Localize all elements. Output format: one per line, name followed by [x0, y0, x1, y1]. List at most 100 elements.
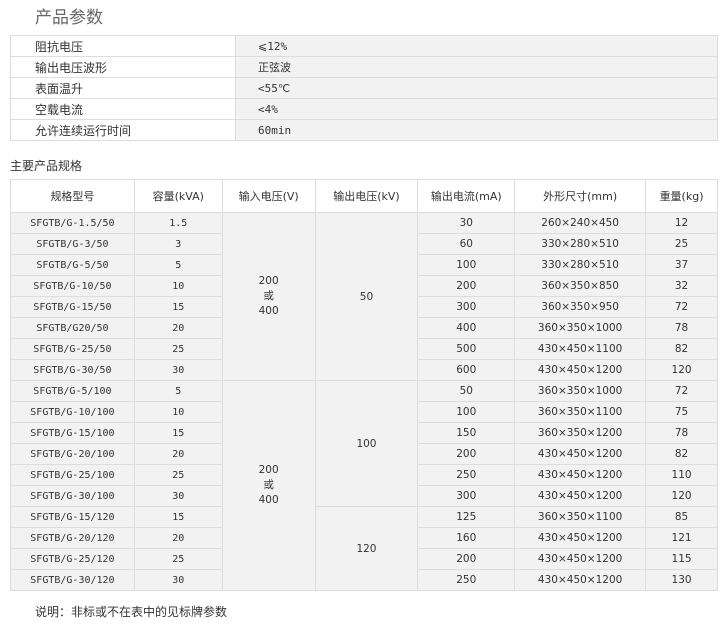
- output-voltage-cell: 50: [314, 212, 419, 381]
- output-current-cell: 200: [417, 275, 516, 297]
- weight-cell: 130: [645, 569, 718, 591]
- output-current-cell: 50: [417, 380, 516, 402]
- param-row: 输出电压波形 正弦波: [10, 56, 718, 78]
- model-cell: SFGTB/G-20/100: [10, 443, 135, 465]
- param-name: 阻抗电压: [10, 35, 236, 57]
- output-current-cell: 60: [417, 233, 516, 255]
- model-cell: SFGTB/G-5/50: [10, 254, 135, 276]
- capacity-cell: 15: [133, 422, 223, 444]
- capacity-cell: 1.5: [133, 212, 223, 234]
- weight-cell: 32: [645, 275, 718, 297]
- output-current-cell: 100: [417, 401, 516, 423]
- dimensions-cell: 330×280×510: [514, 254, 647, 276]
- dimensions-cell: 260×240×450: [514, 212, 647, 234]
- table-row: SFGTB/G-1.5/50 1.5 200 或 400 50 30 260×240×45…: [10, 212, 718, 381]
- table-row: SFGTB/G-5/100 5 200 或 400 100 50 360×350×1000…: [10, 380, 718, 591]
- output-current-cell: 125: [417, 506, 516, 528]
- weight-cell: 82: [645, 338, 718, 360]
- output-current-cell: 200: [417, 548, 516, 570]
- column-header: 输出电压(kV): [314, 179, 419, 213]
- column-header: 容量(kVA): [133, 179, 223, 213]
- capacity-cell: 5: [133, 254, 223, 276]
- param-name: 表面温升: [10, 77, 236, 99]
- dimensions-cell: 360×350×1000: [514, 317, 647, 339]
- dimensions-cell: 360×350×1200: [514, 422, 647, 444]
- model-cell: SFGTB/G-30/100: [10, 485, 135, 507]
- model-cell: SFGTB/G-10/100: [10, 401, 135, 423]
- output-current-cell: 200: [417, 443, 516, 465]
- dimensions-cell: 430×450×1200: [514, 569, 647, 591]
- model-cell: SFGTB/G-20/120: [10, 527, 135, 549]
- model-cell: SFGTB/G-25/50: [10, 338, 135, 360]
- table-row: SFGTB/G-15/50 15 300 360×350×950 72: [10, 296, 718, 318]
- param-row: 空载电流 <4%: [10, 98, 718, 120]
- dimensions-cell: 360×350×950: [514, 296, 647, 318]
- capacity-cell: 15: [133, 506, 223, 528]
- column-header: 输出电流(mA): [417, 179, 516, 213]
- table-row: SFGTB/G-15/100 15 150 360×350×1200 78: [10, 422, 718, 444]
- capacity-cell: 5: [133, 380, 223, 402]
- output-current-cell: 300: [417, 485, 516, 507]
- weight-cell: 120: [645, 485, 718, 507]
- param-row: 阻抗电压 ⩽12%: [10, 35, 718, 57]
- capacity-cell: 30: [133, 569, 223, 591]
- weight-cell: 115: [645, 548, 718, 570]
- dimensions-cell: 430×450×1100: [514, 338, 647, 360]
- parameters-table: 阻抗电压 ⩽12% 输出电压波形 正弦波 表面温升 <55℃ 空载电流 <4% 允许连续运行时间…: [10, 35, 718, 141]
- input-voltage-cell: 200 或 400: [221, 212, 316, 381]
- output-voltage-cell: 100: [314, 380, 419, 507]
- note: 说明：非标或不在表中的见标牌参数: [35, 605, 228, 619]
- capacity-cell: 25: [133, 338, 223, 360]
- dimensions-cell: 360×350×1100: [514, 506, 647, 528]
- weight-cell: 25: [645, 233, 718, 255]
- weight-cell: 37: [645, 254, 718, 276]
- capacity-cell: 3: [133, 233, 223, 255]
- output-current-cell: 160: [417, 527, 516, 549]
- weight-cell: 12: [645, 212, 718, 234]
- param-value: <55℃: [235, 77, 718, 99]
- param-name: 输出电压波形: [10, 56, 236, 78]
- table-row: SFGTB/G-25/50 25 500 430×450×1100 82: [10, 338, 718, 360]
- model-cell: SFGTB/G-10/50: [10, 275, 135, 297]
- model-cell: SFGTB/G-25/100: [10, 464, 135, 486]
- column-header: 外形尺寸(mm): [514, 179, 647, 213]
- spec-table: 规格型号 容量(kVA) 输入电压(V) 输出电压(kV) 输出电流(mA) 外形尺寸(m…: [10, 179, 718, 591]
- capacity-cell: 10: [133, 401, 223, 423]
- output-current-cell: 250: [417, 464, 516, 486]
- param-name: 允许连续运行时间: [10, 119, 236, 141]
- table-row: SFGTB/G-10/50 10 200 360×350×850 32: [10, 275, 718, 297]
- output-current-cell: 300: [417, 296, 516, 318]
- dimensions-cell: 430×450×1200: [514, 527, 647, 549]
- output-current-cell: 600: [417, 359, 516, 381]
- weight-cell: 75: [645, 401, 718, 423]
- capacity-cell: 30: [133, 485, 223, 507]
- table-row: SFGTB/G-5/50 5 100 330×280×510 37: [10, 254, 718, 276]
- model-cell: SFGTB/G-30/120: [10, 569, 135, 591]
- output-voltage-cell: 120: [314, 506, 419, 591]
- weight-cell: 78: [645, 422, 718, 444]
- output-current-cell: 30: [417, 212, 516, 234]
- column-header: 输入电压(V): [221, 179, 316, 213]
- model-cell: SFGTB/G-30/50: [10, 359, 135, 381]
- input-voltage-cell: 200 或 400: [221, 380, 316, 591]
- weight-cell: 85: [645, 506, 718, 528]
- dimensions-cell: 430×450×1200: [514, 485, 647, 507]
- weight-cell: 82: [645, 443, 718, 465]
- param-value: ⩽12%: [235, 35, 718, 57]
- model-cell: SFGTB/G-3/50: [10, 233, 135, 255]
- table-row: SFGTB/G-25/120 25 200 430×450×1200 115: [10, 548, 718, 570]
- param-name: 空载电流: [10, 98, 236, 120]
- table-row: SFGTB/G-20/120 20 160 430×450×1200 121: [10, 527, 718, 549]
- weight-cell: 72: [645, 380, 718, 402]
- output-current-cell: 150: [417, 422, 516, 444]
- weight-cell: 121: [645, 527, 718, 549]
- dimensions-cell: 330×280×510: [514, 233, 647, 255]
- model-cell: SFGTB/G-15/100: [10, 422, 135, 444]
- dimensions-cell: 360×350×1000: [514, 380, 647, 402]
- output-current-cell: 400: [417, 317, 516, 339]
- model-cell: SFGTB/G-1.5/50: [10, 212, 135, 234]
- capacity-cell: 25: [133, 464, 223, 486]
- output-current-cell: 500: [417, 338, 516, 360]
- page-title: 产品参数: [35, 8, 103, 28]
- table-row: SFGTB/G20/50 20 400 360×350×1000 78: [10, 317, 718, 339]
